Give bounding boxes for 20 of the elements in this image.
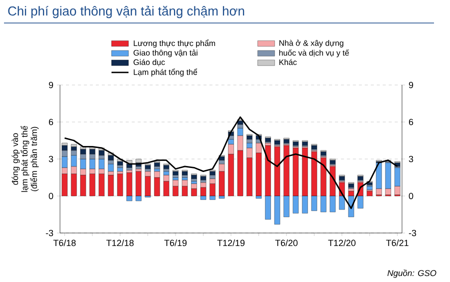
y-axis-title: đóng góp vào lạm phát tổng thể (điểm phần trăm) [12, 126, 39, 192]
y-tick-label: 6 [48, 118, 54, 126]
y2-tick-label: 0 [408, 192, 414, 200]
x-tick-label: T12/20 [328, 240, 356, 246]
x-tick-label: T6/18 [53, 240, 76, 246]
y-tick-label: 9 [48, 82, 54, 88]
x-tick-label: T12/19 [217, 240, 245, 246]
y-tick-label: 3 [48, 156, 54, 162]
y2-tick-label: 6 [408, 118, 414, 126]
x-tick-label: T6/19 [164, 240, 187, 246]
y-tick-label: 0 [48, 192, 54, 200]
x-tick-label: T12/18 [106, 240, 134, 246]
chart-title: Chi phí giao thông vận tải tăng chậm hơn [8, 6, 244, 18]
y-tick-label: -3 [46, 230, 54, 236]
y2-tick-label: 3 [408, 156, 414, 162]
y2-tick-label: 9 [408, 82, 414, 88]
text: Nguồn: GSO [387, 270, 436, 278]
y2-tick-label: -3 [408, 230, 416, 236]
x-tick-label: T6/21 [386, 240, 408, 246]
x-tick-label: T6/20 [275, 240, 298, 246]
